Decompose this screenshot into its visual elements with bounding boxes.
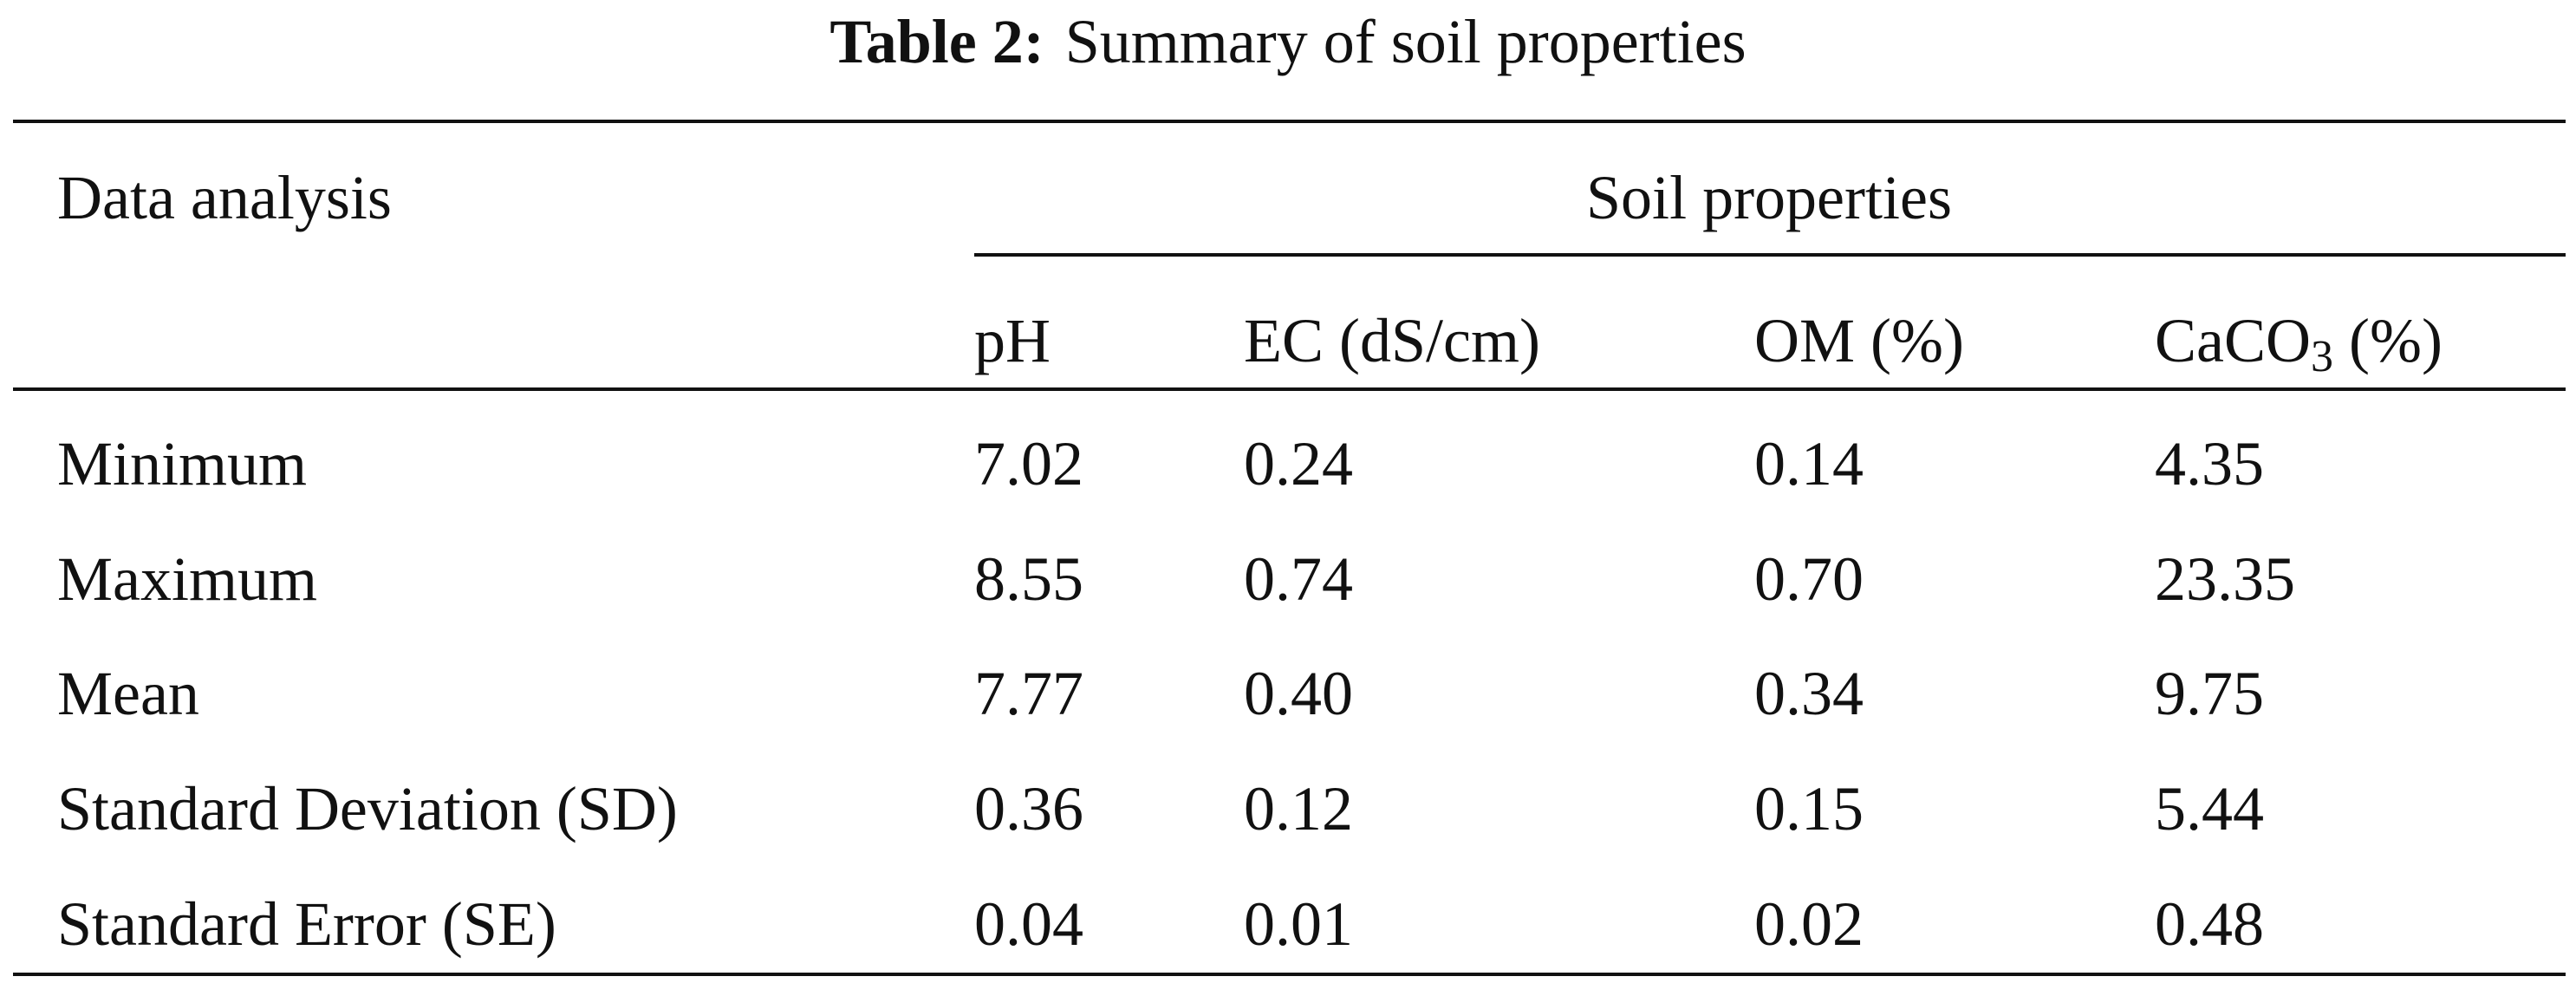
cell-value: 4.35 [2155, 429, 2264, 498]
row-label: Minimum [57, 429, 307, 498]
subscript: 3 [2311, 332, 2333, 381]
row-label: Standard Deviation (SD) [57, 774, 678, 843]
cell-value: 8.55 [974, 544, 1083, 614]
row-label: Maximum [57, 544, 317, 614]
column-header: CaCO3 (%) [2155, 306, 2443, 381]
cell-value: 0.12 [1244, 774, 1353, 843]
column-header: EC (dS/cm) [1244, 306, 1540, 375]
cell-value: 23.35 [2155, 544, 2295, 614]
caption: Table 2: Summary of soil properties [829, 7, 1746, 76]
cell-value: 0.40 [1244, 659, 1353, 728]
cell-value: 0.74 [1244, 544, 1353, 614]
cell-value: 0.36 [974, 774, 1083, 843]
cell-value: 7.77 [974, 659, 1083, 728]
row-label: Standard Error (SE) [57, 889, 556, 959]
column-header-part: CaCO [2155, 306, 2311, 375]
cell-value: 0.48 [2155, 889, 2264, 959]
cell-value: 0.04 [974, 889, 1083, 959]
cell-value: 5.44 [2155, 774, 2264, 843]
cell-value: 7.02 [974, 429, 1083, 498]
column-header: OM (%) [1754, 306, 1964, 375]
column-header: pH [974, 306, 1051, 375]
cell-value: 0.14 [1754, 429, 1864, 498]
group-header: Soil properties [1586, 163, 1952, 232]
row-header: Data analysis [57, 163, 392, 232]
cell-value: 0.70 [1754, 544, 1864, 614]
cell-value: 0.01 [1244, 889, 1353, 959]
cell-value: 0.34 [1754, 659, 1864, 728]
caption-title: Summary of soil properties [1065, 7, 1747, 76]
cell-value: 0.02 [1754, 889, 1864, 959]
cell-value: 0.24 [1244, 429, 1353, 498]
column-header-part: (%) [2333, 306, 2443, 375]
row-label: Mean [57, 659, 199, 728]
caption-label: Table 2: [829, 7, 1044, 76]
cell-value: 0.15 [1754, 774, 1864, 843]
cell-value: 9.75 [2155, 659, 2264, 728]
